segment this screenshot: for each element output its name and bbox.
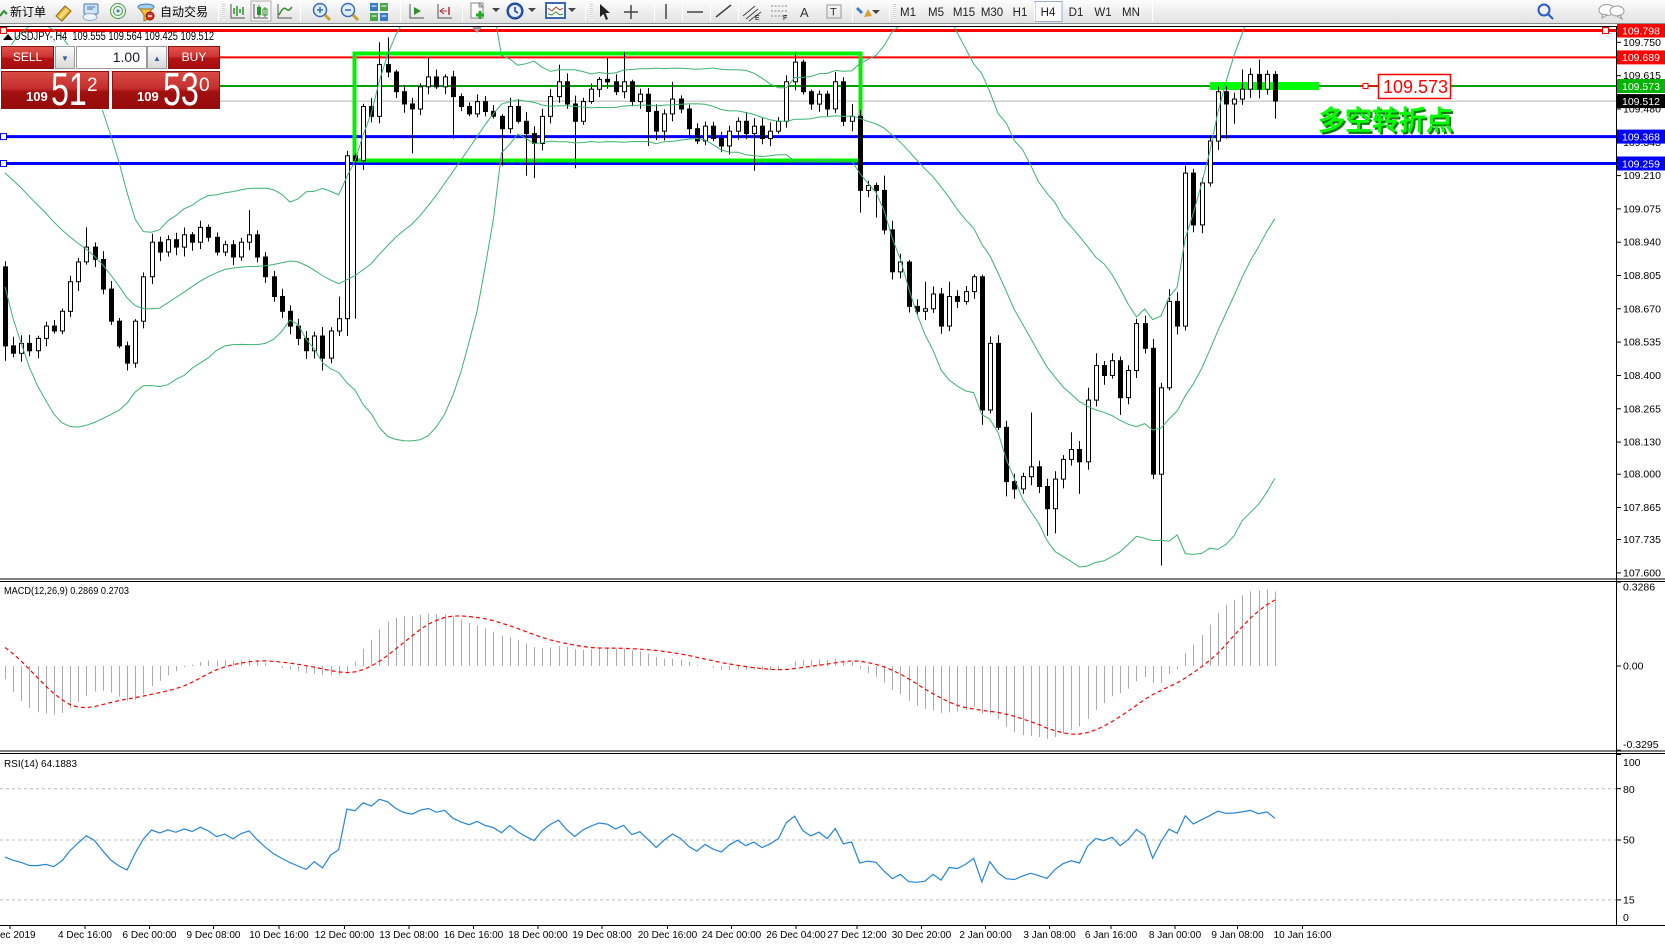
svg-text:27 Dec 12:00: 27 Dec 12:00 — [827, 930, 887, 941]
svg-text:108.940: 108.940 — [1623, 237, 1661, 249]
svg-text:新订单: 新订单 — [10, 4, 46, 19]
svg-text:6 Jan 16:00: 6 Jan 16:00 — [1085, 930, 1138, 941]
svg-text:6 Dec 00:00: 6 Dec 00:00 — [123, 930, 177, 941]
svg-text:100: 100 — [1623, 757, 1641, 769]
svg-text:108.000: 108.000 — [1623, 469, 1661, 481]
svg-text:109.259: 109.259 — [1622, 158, 1660, 170]
svg-text:109.512: 109.512 — [1622, 96, 1660, 108]
svg-text:16 Dec 16:00: 16 Dec 16:00 — [444, 930, 504, 941]
svg-text:108.535: 108.535 — [1623, 337, 1661, 349]
svg-text:M30: M30 — [981, 7, 1003, 19]
svg-text:A: A — [800, 5, 809, 20]
svg-text:109.689: 109.689 — [1622, 52, 1660, 64]
svg-text:108.670: 108.670 — [1623, 303, 1661, 315]
svg-text:H1: H1 — [1013, 7, 1028, 19]
svg-text:D1: D1 — [1069, 7, 1084, 19]
svg-text:0: 0 — [1623, 912, 1629, 924]
svg-text:W1: W1 — [1094, 7, 1111, 19]
svg-text:108.130: 108.130 — [1623, 437, 1661, 449]
svg-text:2 Jan 00:00: 2 Jan 00:00 — [959, 930, 1012, 941]
svg-text:108.265: 108.265 — [1623, 403, 1661, 415]
svg-text:109.798: 109.798 — [1622, 25, 1660, 37]
svg-text:107.735: 107.735 — [1623, 534, 1661, 546]
svg-text:108.805: 108.805 — [1623, 270, 1661, 282]
svg-text:18 Dec 00:00: 18 Dec 00:00 — [508, 930, 568, 941]
svg-text:12 Dec 00:00: 12 Dec 00:00 — [315, 930, 375, 941]
svg-text:8 Jan 00:00: 8 Jan 00:00 — [1149, 930, 1202, 941]
svg-text:109.075: 109.075 — [1623, 203, 1661, 215]
svg-text:M1: M1 — [900, 7, 916, 19]
svg-text:10 Dec 16:00: 10 Dec 16:00 — [249, 930, 309, 941]
svg-text:20 Dec 16:00: 20 Dec 16:00 — [638, 930, 698, 941]
svg-text:109.368: 109.368 — [1622, 131, 1660, 143]
svg-text:109.573: 109.573 — [1622, 81, 1660, 93]
svg-text:USDJPY-,H4 109.555 109.564 10: USDJPY-,H4 109.555 109.564 109.425 109.5… — [14, 29, 214, 43]
svg-text:MACD(12,26,9) 0.2869 0.2703: MACD(12,26,9) 0.2869 0.2703 — [4, 585, 129, 597]
svg-text:3 Jan 08:00: 3 Jan 08:00 — [1023, 930, 1076, 941]
svg-text:107.600: 107.600 — [1623, 567, 1661, 579]
svg-text:-0.3295: -0.3295 — [1623, 739, 1659, 751]
svg-text:0.00: 0.00 — [1623, 661, 1644, 673]
svg-text:26 Dec 04:00: 26 Dec 04:00 — [766, 930, 826, 941]
svg-text:T: T — [830, 7, 837, 19]
svg-text:3 Dec 2019: 3 Dec 2019 — [0, 930, 36, 941]
svg-text:M15: M15 — [953, 7, 975, 19]
svg-text:H4: H4 — [1041, 7, 1056, 19]
svg-text:50: 50 — [1623, 835, 1635, 847]
svg-text:MN: MN — [1122, 7, 1140, 19]
svg-text:107.865: 107.865 — [1623, 502, 1661, 514]
svg-text:4 Dec 16:00: 4 Dec 16:00 — [58, 930, 112, 941]
svg-text:0.3286: 0.3286 — [1623, 582, 1655, 594]
svg-text:9 Jan 08:00: 9 Jan 08:00 — [1211, 930, 1264, 941]
svg-text:24 Dec 00:00: 24 Dec 00:00 — [702, 930, 762, 941]
svg-text:M5: M5 — [928, 7, 944, 19]
svg-text:F: F — [783, 15, 787, 22]
svg-text:E: E — [755, 15, 760, 22]
svg-text:109.573: 109.573 — [1383, 77, 1448, 97]
svg-text:9 Dec 08:00: 9 Dec 08:00 — [187, 930, 241, 941]
svg-text:30 Dec 20:00: 30 Dec 20:00 — [892, 930, 952, 941]
svg-text:RSI(14) 64.1883: RSI(14) 64.1883 — [4, 758, 77, 770]
svg-text:15: 15 — [1623, 895, 1635, 907]
svg-text:109.210: 109.210 — [1623, 170, 1661, 182]
svg-text:80: 80 — [1623, 784, 1635, 796]
svg-text:10 Jan 16:00: 10 Jan 16:00 — [1274, 930, 1332, 941]
svg-text:19 Dec 08:00: 19 Dec 08:00 — [572, 930, 632, 941]
svg-text:108.400: 108.400 — [1623, 370, 1661, 382]
svg-text:109.750: 109.750 — [1623, 37, 1661, 49]
svg-text:13 Dec 08:00: 13 Dec 08:00 — [379, 930, 439, 941]
svg-text:多空转折点: 多空转折点 — [1318, 105, 1453, 136]
svg-text:自动交易: 自动交易 — [160, 4, 208, 19]
